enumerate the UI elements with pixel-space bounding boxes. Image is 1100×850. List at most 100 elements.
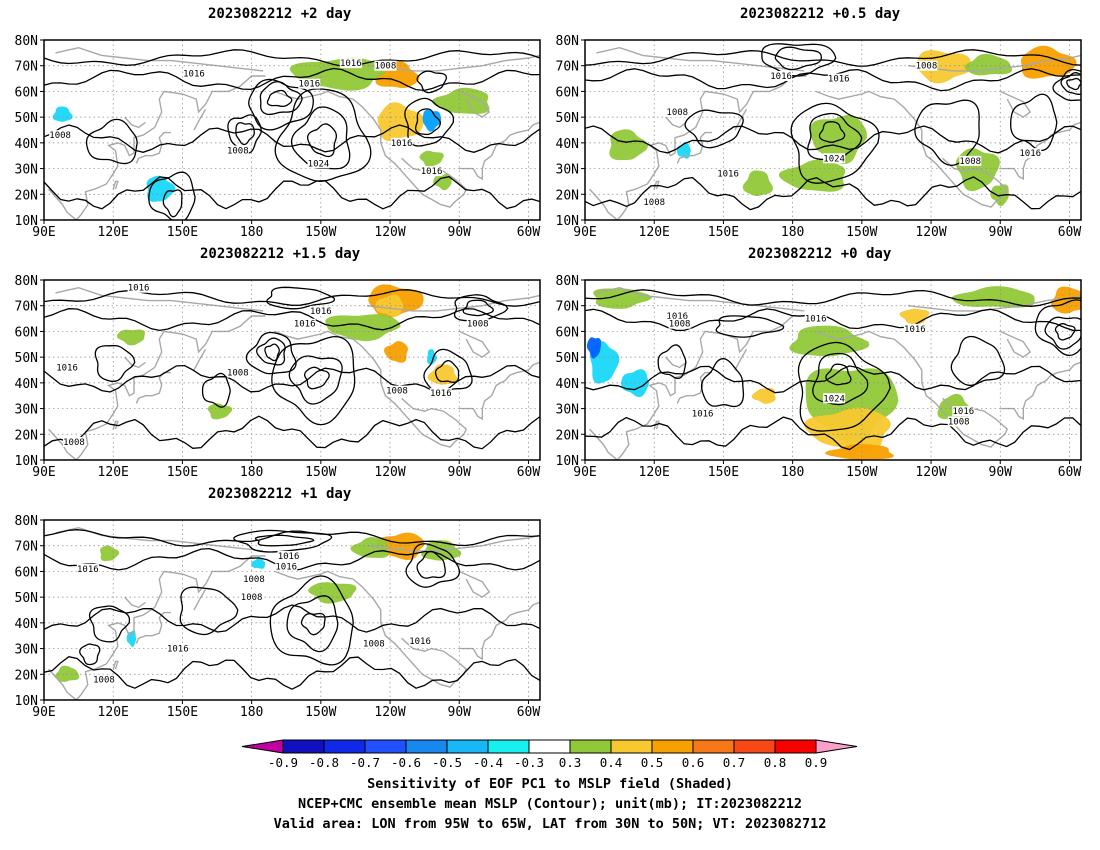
isobar: [1066, 77, 1081, 91]
isobar: [1010, 93, 1058, 152]
isobar-label: 1008: [666, 108, 688, 118]
y-tick-label: 20N: [556, 428, 579, 443]
caption-line-3: Valid area: LON from 95W to 65W, LAT fro…: [273, 816, 827, 832]
isobar-label: 1016: [421, 167, 443, 177]
isobar-label-bg: [666, 311, 689, 321]
isobar: [254, 534, 315, 547]
isobar: [818, 121, 846, 143]
colorbar-label: 0.6: [682, 755, 705, 770]
colorbar-label: -0.4: [473, 755, 503, 770]
isobar: [201, 372, 231, 408]
isobar-label-bg: [823, 153, 846, 164]
isobar: [266, 89, 293, 108]
isobar: [44, 176, 540, 210]
coastline: [596, 46, 805, 72]
sensitivity-patch: [778, 159, 846, 192]
isobar-label: 1016: [904, 325, 926, 335]
sensitivity-patch: [1020, 45, 1077, 79]
y-tick-label: 40N: [556, 377, 579, 392]
isobar-label-bg: [240, 592, 263, 603]
isobar: [248, 78, 314, 131]
y-tick-label: 80N: [15, 514, 38, 529]
sensitivity-patch: [586, 337, 602, 359]
colorbar-swatch: [569, 739, 612, 754]
isobar: [414, 108, 442, 136]
y-tick-label: 70N: [15, 300, 38, 315]
isobar: [245, 331, 297, 375]
colorbar-label: 0.3: [559, 755, 582, 770]
isobar: [259, 81, 303, 116]
isobar-label: 1016: [828, 75, 850, 85]
sensitivity-patch: [375, 294, 404, 317]
isobar: [85, 118, 138, 165]
isobar: [684, 109, 744, 149]
panel-title: 2023082212 +0.5 day: [740, 6, 901, 22]
isobar-label-bg: [385, 385, 408, 396]
isobar-label-bg: [56, 362, 79, 373]
sensitivity-patch: [427, 364, 458, 385]
colorbar-label: -0.5: [432, 755, 462, 770]
x-tick-label: 150W: [846, 465, 877, 480]
x-tick-label: 120E: [98, 225, 129, 240]
y-tick-label: 60N: [556, 85, 579, 100]
isobar-label: 1008: [227, 369, 249, 379]
sensitivity-patch: [116, 329, 145, 346]
x-tick-label: 90E: [32, 465, 55, 480]
coastline: [124, 116, 146, 129]
y-tick-label: 80N: [556, 34, 579, 49]
coastline: [135, 611, 171, 644]
map-panel: 1016 1016 1008 1008 1024 1016 1008 1008 1016 80N 7…: [556, 34, 1082, 240]
isobar-label-bg: [62, 437, 85, 447]
coastline: [274, 570, 468, 688]
isobar: [416, 70, 448, 94]
coastline: [55, 286, 264, 312]
colorbar-label: -0.7: [350, 755, 380, 770]
isobar-label: 1016: [953, 407, 975, 417]
isobar: [453, 294, 509, 322]
coastline: [124, 596, 146, 609]
x-tick-label: 120E: [639, 225, 670, 240]
y-tick-label: 20N: [15, 668, 38, 683]
isobar-label-bg: [668, 318, 691, 329]
isobar: [585, 416, 1081, 451]
isobar: [825, 363, 852, 386]
coastline: [55, 46, 264, 72]
isobar: [1060, 72, 1081, 95]
isobar: [44, 415, 540, 450]
isobar: [162, 189, 183, 218]
colorbar-swatch: [364, 739, 407, 754]
isobar: [286, 595, 339, 653]
sensitivity-patch: [1050, 286, 1081, 314]
y-tick-label: 60N: [15, 565, 38, 580]
isobar-label-bg: [226, 145, 249, 156]
x-tick-label: 150W: [305, 465, 336, 480]
y-tick-label: 50N: [15, 111, 38, 126]
isobar-label: 1024: [823, 154, 845, 164]
isobar-label-bg: [374, 60, 397, 71]
isobar-label-bg: [275, 561, 298, 572]
isobar-label-bg: [362, 638, 385, 649]
x-tick-label: 90W: [989, 465, 1013, 480]
colorbar-label: -0.8: [309, 755, 339, 770]
coastline: [274, 330, 468, 448]
isobar: [914, 99, 980, 166]
isobar: [807, 112, 863, 161]
map-frame: [584, 39, 1082, 221]
isobar-label-bg: [309, 305, 332, 316]
isobar-label-bg: [823, 393, 846, 404]
sensitivity-patch: [325, 314, 401, 342]
colorbar-label: 0.9: [805, 755, 828, 770]
isobar-label-bg: [166, 643, 189, 654]
map-frame: [43, 39, 541, 221]
isobar: [179, 586, 239, 636]
sensitivity-patch: [55, 665, 80, 682]
sensitivity-patch: [804, 407, 891, 452]
isobar: [404, 97, 455, 147]
sensitivity-patch: [350, 537, 389, 558]
coastline: [193, 109, 207, 131]
y-tick-label: 30N: [15, 403, 38, 418]
isobar-label: 1016: [56, 363, 78, 373]
x-tick-label: 90W: [448, 465, 472, 480]
coastline: [193, 589, 207, 611]
isobar: [1052, 68, 1081, 102]
